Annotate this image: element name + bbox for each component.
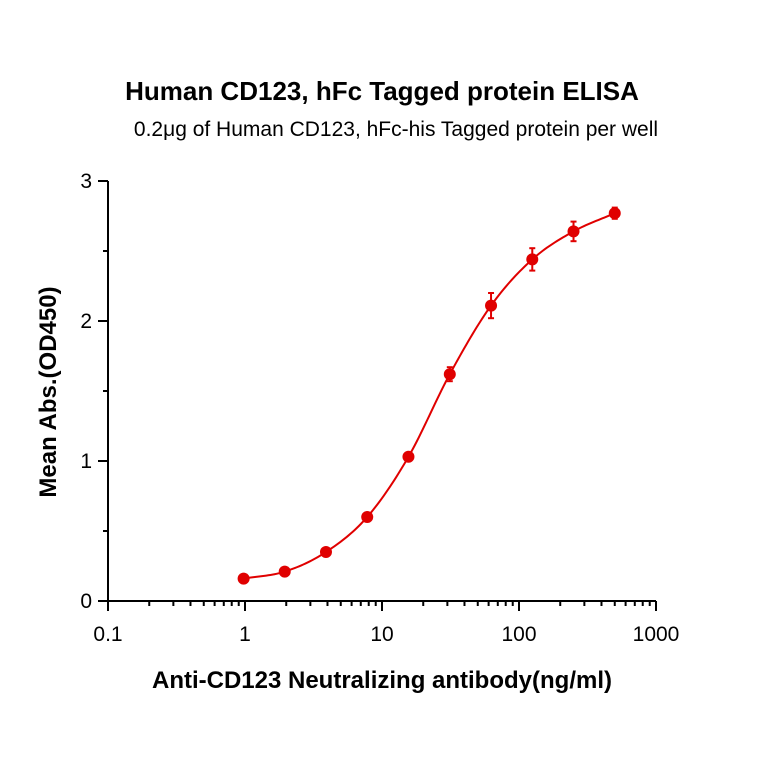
y-tick-label: 0 [80, 590, 92, 613]
x-tick-label: 100 [501, 623, 536, 646]
data-point [361, 511, 374, 523]
fit-curve-layer [243, 212, 616, 580]
fit-curve [243, 212, 616, 580]
x-axis-label: Anti-CD123 Neutralizing antibody(ng/ml) [152, 667, 612, 694]
y-tick-label: 1 [80, 450, 92, 473]
y-tick-label: 2 [80, 310, 92, 333]
chart-subtitle: 0.2μg of Human CD123, hFc-his Tagged pro… [134, 118, 658, 141]
x-tick-label: 0.1 [93, 623, 122, 646]
y-tick-label: 3 [80, 170, 92, 193]
chart-title: Human CD123, hFc Tagged protein ELISA [125, 76, 639, 106]
data-point [485, 299, 498, 312]
data-point [402, 450, 415, 463]
data-point [319, 546, 332, 558]
x-tick-label: 1 [239, 623, 251, 646]
data-point [443, 368, 456, 381]
x-tick-label: 1000 [633, 623, 680, 646]
data-point [237, 572, 250, 585]
data-point [567, 225, 580, 238]
axes: 0.1 1 10 100 1000 0 1 2 3 [80, 170, 679, 646]
data-point [278, 565, 291, 578]
data-point [526, 253, 539, 266]
data-point [608, 207, 621, 220]
y-axis-label: Mean Abs.(OD450) [35, 286, 62, 497]
x-tick-label: 10 [370, 623, 393, 646]
data-points-layer [237, 206, 621, 585]
